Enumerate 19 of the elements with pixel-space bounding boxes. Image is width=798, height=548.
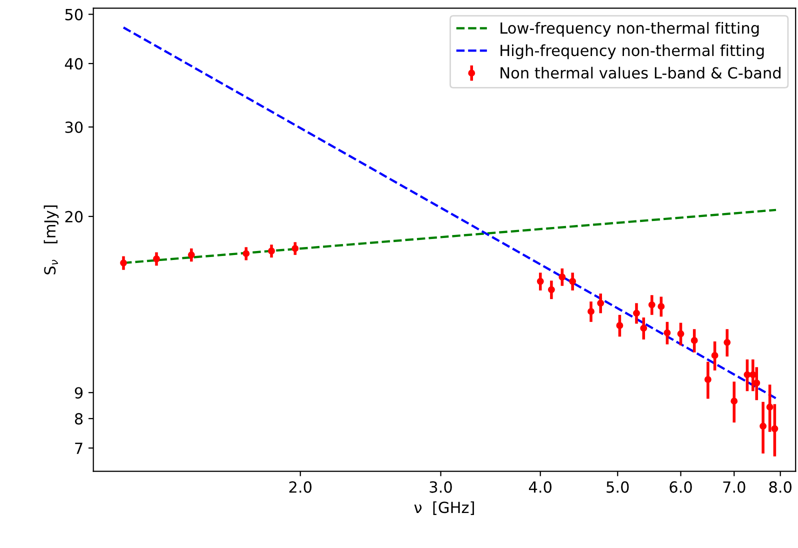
y-tick-label: 30 xyxy=(65,121,83,134)
x-tick-label: 4.0 xyxy=(528,481,552,493)
text: S$_{ν}$ [mJy] xyxy=(44,206,59,274)
y-tick-label: 50 xyxy=(65,8,83,20)
y-tick-label: 9 xyxy=(74,387,83,399)
x-tick-label: 3.0 xyxy=(430,481,452,493)
y-tick-label: 20 xyxy=(65,210,83,222)
legend-label: Low-frequency non-thermal fitting xyxy=(500,22,759,37)
legend-label: High-frequency non-thermal fitting xyxy=(500,44,764,60)
x-tick-label: 2.0 xyxy=(289,481,312,493)
x-tick-label: 7.0 xyxy=(723,481,746,493)
legend-label: Non thermal values L-band & C-band xyxy=(500,66,780,79)
x-axis-title: ν [GHz] xyxy=(414,501,474,515)
y-tick-label: 8 xyxy=(74,413,83,425)
y-tick-label: 40 xyxy=(64,58,83,70)
x-tick-label: 5.0 xyxy=(606,481,629,493)
x-tick-label: 6.0 xyxy=(670,481,692,493)
x-tick-label: 8.0 xyxy=(769,481,792,493)
y-tick-label: 7 xyxy=(75,442,82,454)
